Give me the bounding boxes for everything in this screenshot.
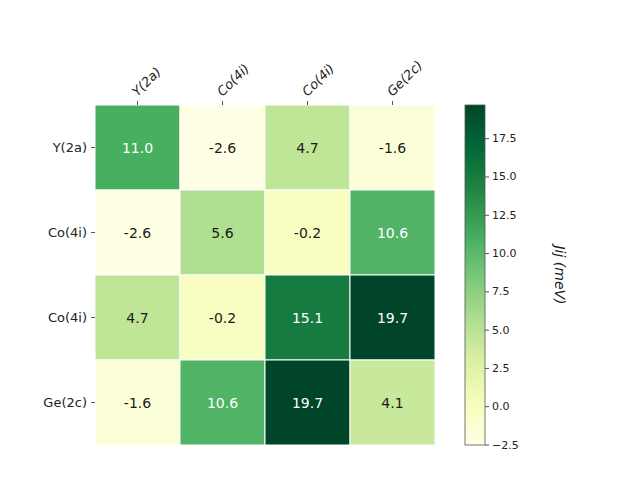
colorbar-tick (485, 330, 489, 331)
heatmap-cell (95, 275, 180, 360)
y-tick (91, 232, 95, 233)
x-tick-label: Co(4i) (214, 61, 252, 99)
y-tick-label: Ge(2c) (43, 395, 87, 410)
colorbar-label: Jij (meV) (552, 242, 568, 304)
heatmap-cell (180, 275, 265, 360)
heatmap-cell (180, 190, 265, 275)
data-label: 10.6 (377, 225, 408, 241)
colorbar-tick-label: −2.5 (492, 439, 519, 452)
data-label: 4.7 (126, 310, 148, 326)
x-tick (392, 101, 393, 105)
heatmap-cell (350, 190, 435, 275)
heatmap-cell (180, 105, 265, 190)
data-label: 4.1 (381, 395, 403, 411)
heatmap-cell (350, 105, 435, 190)
x-tick-label: Ge(2c) (384, 58, 425, 99)
data-label: -1.6 (124, 395, 151, 411)
heatmap-cell (350, 275, 435, 360)
colorbar-tick (485, 176, 489, 177)
heatmap-cell (350, 360, 435, 445)
colorbar-tick (485, 291, 489, 292)
colorbar-tick (485, 215, 489, 216)
data-label: -1.6 (379, 140, 406, 156)
heatmap-cell (265, 105, 350, 190)
heatmap-cell (95, 105, 180, 190)
data-labels: 11.0 -2.6 4.7 -1.6 -2.6 5.6 -0.2 10.6 4.7 -0.2 15.… (122, 140, 408, 411)
x-tick (307, 101, 308, 105)
heatmap-cell (95, 190, 180, 275)
colorbar: −2.5 0.0 2.5 5.0 7.5 10.0 12.5 15.0 17.5 Jij (meV… (465, 105, 568, 452)
heatmap: 11.0 -2.6 4.7 -1.6 -2.6 5.6 -0.2 10.6 4.7 -0.2 15.… (95, 105, 435, 445)
data-label: 4.7 (296, 140, 318, 156)
colorbar-tick-label: 15.0 (492, 170, 517, 183)
y-tick-label: Co(4i) (48, 310, 87, 325)
colorbar-tick (485, 368, 489, 369)
y-tick (91, 317, 95, 318)
data-label: 10.6 (207, 395, 238, 411)
heatmap-cell (265, 190, 350, 275)
data-label: -0.2 (209, 310, 236, 326)
data-label: -0.2 (294, 225, 321, 241)
x-tick (222, 101, 223, 105)
colorbar-tick (485, 138, 489, 139)
heatmap-cell (265, 275, 350, 360)
chart: 11.0 -2.6 4.7 -1.6 -2.6 5.6 -0.2 10.6 4.7 -0.2 15.… (0, 0, 640, 480)
cells (95, 105, 435, 445)
colorbar-tick (485, 445, 489, 446)
data-label: 19.7 (292, 395, 323, 411)
colorbar-scale (465, 105, 485, 445)
x-tick-label: Co(4i) (299, 61, 337, 99)
data-label: 5.6 (211, 225, 233, 241)
colorbar-tick-label: 5.0 (492, 324, 510, 337)
colorbar-tick-label: 7.5 (492, 285, 510, 298)
heatmap-cell (180, 360, 265, 445)
data-label: 11.0 (122, 140, 153, 156)
colorbar-tick-label: 2.5 (492, 362, 510, 375)
colorbar-tick-label: 0.0 (492, 400, 510, 413)
data-label: 15.1 (292, 310, 323, 326)
y-tick (91, 147, 95, 148)
colorbar-tick-label: 10.0 (492, 247, 517, 260)
data-label: 19.7 (377, 310, 408, 326)
data-label: -2.6 (209, 140, 236, 156)
heatmap-cell (95, 360, 180, 445)
y-axis: Y(2a) Co(4i) Co(4i) Ge(2c) (43, 140, 95, 410)
colorbar-tick (485, 253, 489, 254)
x-axis: Y(2a) Co(4i) Co(4i) Ge(2c) (129, 58, 425, 105)
colorbar-tick-label: 17.5 (492, 132, 517, 145)
data-label: -2.6 (124, 225, 151, 241)
y-tick (91, 402, 95, 403)
y-tick-label: Y(2a) (52, 140, 87, 155)
y-tick-label: Co(4i) (48, 225, 87, 240)
x-tick-label: Y(2a) (129, 64, 164, 99)
colorbar-tick (485, 406, 489, 407)
heatmap-cell (265, 360, 350, 445)
x-tick (137, 101, 138, 105)
colorbar-tick-label: 12.5 (492, 209, 517, 222)
